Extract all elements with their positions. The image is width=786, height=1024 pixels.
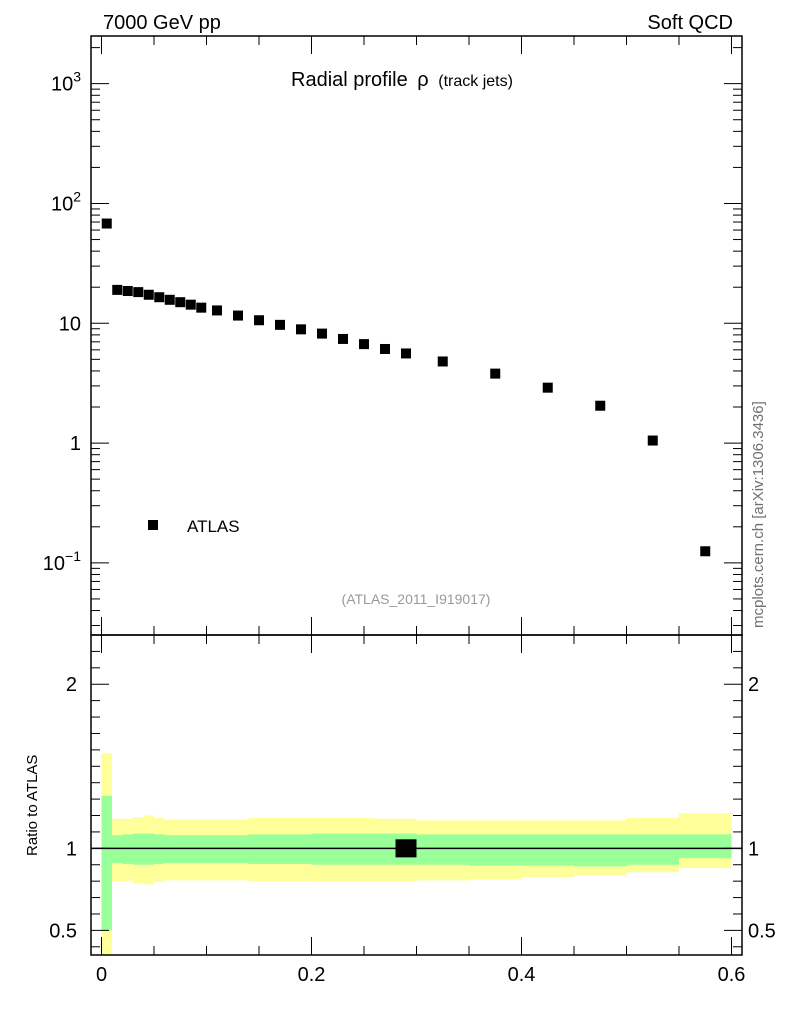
data-point bbox=[542, 382, 553, 393]
data-point bbox=[154, 292, 165, 303]
x-tick-label: 0.4 bbox=[508, 964, 536, 986]
y-tick-label: 1 bbox=[70, 433, 81, 455]
green-band bbox=[143, 833, 154, 865]
data-point bbox=[359, 339, 369, 350]
data-point bbox=[401, 348, 411, 359]
data-point bbox=[254, 315, 264, 326]
data-point bbox=[185, 299, 196, 310]
green-band bbox=[353, 833, 375, 865]
data-point bbox=[275, 319, 285, 330]
data-point bbox=[143, 289, 154, 300]
green-band bbox=[248, 834, 270, 864]
green-band bbox=[227, 835, 249, 864]
data-points bbox=[101, 218, 711, 557]
y-tick-label: 103 bbox=[51, 69, 81, 96]
data-point bbox=[317, 328, 327, 339]
y-tick-label: 10 bbox=[59, 313, 81, 335]
green-band bbox=[196, 835, 207, 864]
green-band bbox=[133, 833, 144, 865]
ratio-y-tick-label-right: 2 bbox=[748, 674, 759, 696]
legend-label: ATLAS bbox=[187, 517, 240, 536]
header-right: Soft QCD bbox=[647, 12, 733, 34]
x-tick-label: 0 bbox=[96, 964, 107, 986]
data-point bbox=[296, 324, 306, 335]
green-band bbox=[574, 834, 627, 867]
y-tick-label: 10−1 bbox=[43, 548, 81, 575]
data-point bbox=[380, 343, 390, 354]
ratio-y-tick-label: 1 bbox=[66, 838, 77, 860]
green-band bbox=[679, 834, 732, 859]
green-band bbox=[521, 834, 574, 866]
data-point bbox=[101, 218, 112, 229]
ratio-y-tick-label-right: 1 bbox=[748, 838, 759, 860]
side-label: mcplots.cern.ch [arXiv:1306.3436] bbox=[750, 401, 767, 628]
green-band bbox=[290, 834, 312, 864]
y-tick-label: 102 bbox=[51, 188, 81, 215]
data-point bbox=[595, 400, 606, 411]
ratio-marker-group bbox=[395, 839, 417, 858]
green-band bbox=[469, 834, 522, 866]
green-band bbox=[122, 834, 133, 864]
green-band bbox=[626, 834, 679, 865]
data-point bbox=[700, 546, 711, 557]
green-band bbox=[112, 835, 123, 864]
ratio-plot-frame bbox=[90, 634, 743, 956]
header-left: 7000 GeV pp bbox=[103, 12, 221, 34]
plot-title-text: Radial profile bbox=[291, 69, 408, 91]
legend-marker bbox=[148, 520, 158, 530]
green-band bbox=[206, 835, 228, 864]
x-tick-label: 0.2 bbox=[298, 964, 326, 986]
data-point bbox=[112, 284, 123, 295]
green-band bbox=[164, 835, 175, 864]
ratio-ylabel: Ratio to ATLAS bbox=[24, 755, 41, 856]
green-band bbox=[311, 833, 333, 865]
data-point bbox=[122, 285, 133, 296]
data-point bbox=[490, 368, 501, 379]
data-point bbox=[212, 305, 222, 316]
data-point bbox=[647, 435, 658, 446]
analysis-id: (ATLAS_2011_I919017) bbox=[342, 591, 491, 607]
ratio-y-tick-label: 0.5 bbox=[49, 920, 77, 942]
data-point bbox=[437, 356, 448, 367]
main-plot-frame bbox=[90, 35, 743, 636]
data-point bbox=[233, 310, 243, 321]
data-point bbox=[164, 294, 175, 305]
data-point bbox=[133, 287, 144, 298]
ratio-y-tick-label: 2 bbox=[66, 674, 77, 696]
green-band bbox=[374, 833, 396, 865]
green-band bbox=[175, 835, 186, 864]
x-tick-label: 0.6 bbox=[718, 964, 746, 986]
ratio-plot-ticks: 0 0.2 0.4 0.60.5 0.51 12 2 bbox=[49, 634, 776, 986]
green-band bbox=[269, 834, 291, 864]
ratio-bands bbox=[91, 753, 742, 955]
green-band bbox=[332, 833, 354, 865]
green-band bbox=[101, 795, 112, 931]
green-band bbox=[154, 834, 165, 864]
ratio-y-tick-label-right: 0.5 bbox=[748, 920, 776, 942]
green-band bbox=[185, 835, 196, 864]
ratio-marker bbox=[395, 839, 417, 858]
plot-title: Radial profile ρ (track jets) bbox=[291, 69, 513, 91]
data-point bbox=[196, 302, 207, 313]
data-point bbox=[338, 333, 348, 344]
data-point bbox=[175, 297, 186, 308]
plot-title-suffix: (track jets) bbox=[438, 73, 513, 90]
plot-title-symbol: ρ bbox=[417, 69, 428, 91]
green-band bbox=[416, 834, 469, 865]
